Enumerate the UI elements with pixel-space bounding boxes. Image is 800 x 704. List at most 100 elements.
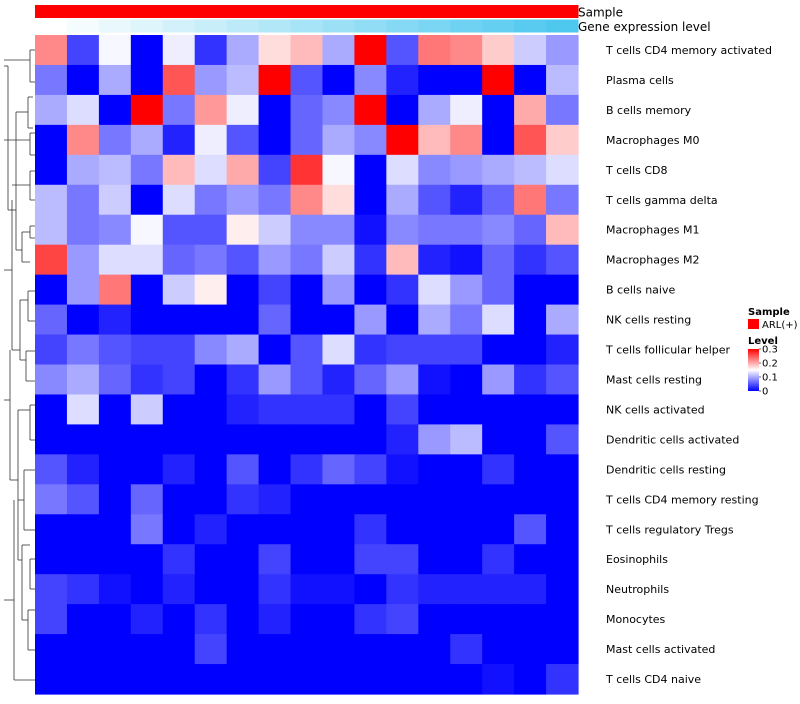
heatmap-cell xyxy=(35,124,68,156)
row-label: T cells follicular helper xyxy=(605,344,731,357)
heatmap-cell xyxy=(546,154,579,186)
heatmap-cell xyxy=(130,544,164,575)
heatmap-cell xyxy=(386,274,419,306)
heatmap-cell xyxy=(450,274,483,306)
heatmap-cell xyxy=(354,664,387,695)
row-label: T cells CD8 xyxy=(605,164,668,177)
heatmap-cell xyxy=(162,424,196,455)
expression-annotation-cell xyxy=(418,19,451,33)
heatmap-cell xyxy=(35,94,68,126)
heatmap-cell xyxy=(482,634,515,665)
heatmap-cell xyxy=(66,484,100,515)
heatmap-cell xyxy=(66,604,100,635)
heatmap-cell xyxy=(546,484,579,515)
heatmap-cell xyxy=(322,454,356,485)
heatmap-cell xyxy=(322,334,356,366)
heatmap-cell xyxy=(514,214,547,246)
heatmap-cell xyxy=(546,274,579,306)
heatmap-cell xyxy=(386,304,419,336)
heatmap-cell xyxy=(322,364,356,396)
heatmap-cell xyxy=(226,274,260,306)
row-label: Neutrophils xyxy=(606,583,669,596)
heatmap-cell xyxy=(66,634,100,665)
heatmap-cell xyxy=(130,664,164,695)
heatmap-cell xyxy=(66,334,100,366)
heatmap-cell xyxy=(35,424,68,455)
heatmap-cell xyxy=(66,35,100,66)
sample-annotation-cell xyxy=(386,5,419,18)
heatmap-cell xyxy=(130,364,164,396)
heatmap-cell xyxy=(418,35,451,66)
heatmap-cell xyxy=(98,604,132,635)
heatmap-cell xyxy=(546,604,579,635)
heatmap-cell xyxy=(546,544,579,575)
heatmap-cell xyxy=(418,424,451,455)
heatmap-cell xyxy=(130,484,164,515)
heatmap-cell xyxy=(482,64,515,96)
heatmap-cell xyxy=(482,35,515,66)
heatmap-cell xyxy=(98,664,132,695)
heatmap-cell xyxy=(546,124,579,156)
heatmap-cell xyxy=(290,574,324,605)
heatmap-cell xyxy=(258,184,292,216)
heatmap-cell xyxy=(290,184,324,216)
heatmap-cell xyxy=(226,424,260,455)
heatmap-cell xyxy=(322,124,356,156)
heatmap-cell xyxy=(482,304,515,336)
heatmap-cell xyxy=(66,304,100,336)
heatmap-cell xyxy=(546,514,579,545)
heatmap-cell xyxy=(290,214,324,246)
heatmap-cell xyxy=(418,244,451,276)
heatmap-cell xyxy=(258,424,292,455)
heatmap-cell xyxy=(482,124,515,156)
heatmap-cell xyxy=(98,334,132,366)
sample-legend-title: Sample xyxy=(748,307,790,318)
heatmap-cell xyxy=(386,484,419,515)
heatmap-cell xyxy=(162,94,196,126)
heatmap-cell xyxy=(226,304,260,336)
expression-annotation-cell xyxy=(482,19,515,33)
heatmap-cell xyxy=(35,214,68,246)
heatmap-cell xyxy=(194,664,228,695)
heatmap-cell xyxy=(66,214,100,246)
heatmap-cell xyxy=(162,244,196,276)
heatmap-cell xyxy=(258,364,292,396)
heatmap-cell xyxy=(98,94,132,126)
heatmap-cell xyxy=(66,154,100,186)
heatmap-cell xyxy=(98,184,132,216)
row-label: B cells naive xyxy=(606,284,675,297)
level-legend-ticks: 0 0.1 0.2 0.3 xyxy=(759,345,778,398)
heatmap-cell xyxy=(418,214,451,246)
heatmap-cell xyxy=(66,454,100,485)
heatmap-cell xyxy=(546,35,579,66)
heatmap-cell xyxy=(546,214,579,246)
heatmap-cell xyxy=(290,244,324,276)
legend-tick-label: 0.2 xyxy=(762,359,778,370)
expression-annotation-cell xyxy=(546,19,579,33)
heatmap-cell xyxy=(418,364,451,396)
heatmap-cell xyxy=(35,634,68,665)
heatmap-cell xyxy=(514,454,547,485)
sample-annotation-cell xyxy=(162,5,196,18)
heatmap-cell xyxy=(450,514,483,545)
heatmap-cell xyxy=(258,214,292,246)
heatmap-cell xyxy=(322,634,356,665)
heatmap-cell xyxy=(322,604,356,635)
heatmap-cell xyxy=(258,274,292,306)
heatmap-cell xyxy=(450,334,483,366)
heatmap-cell xyxy=(418,484,451,515)
heatmap-cell xyxy=(514,184,547,216)
heatmap-cell xyxy=(482,334,515,366)
heatmap-cell xyxy=(162,334,196,366)
heatmap-cell xyxy=(514,334,547,366)
heatmap-cell xyxy=(162,514,196,545)
heatmap-cell xyxy=(354,214,387,246)
heatmap-cell xyxy=(290,154,324,186)
heatmap-cell xyxy=(194,604,228,635)
sample-annotation-cell xyxy=(194,5,228,18)
heatmap-cell xyxy=(194,35,228,66)
heatmap-cell xyxy=(162,364,196,396)
heatmap-cell xyxy=(35,604,68,635)
sample-annotation-cell xyxy=(258,5,292,18)
